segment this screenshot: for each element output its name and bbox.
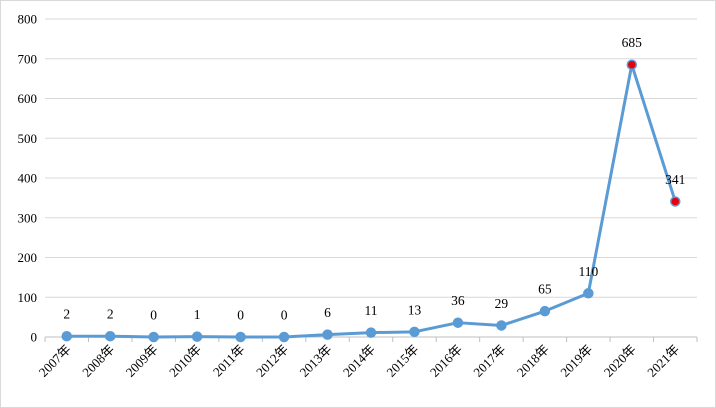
series	[61, 59, 681, 343]
y-tick-label: 200	[18, 250, 38, 265]
data-label: 6	[324, 305, 331, 320]
y-tick-label: 400	[18, 171, 38, 186]
data-point	[278, 331, 290, 343]
data-label: 2	[63, 307, 70, 322]
data-point	[104, 330, 116, 342]
data-label: 685	[622, 35, 643, 50]
data-labels: 2 2 0 1 0 0 6 11 13 36 29 65 110 685 341	[63, 35, 685, 322]
data-point	[496, 320, 507, 331]
data-point	[365, 327, 377, 338]
data-point	[148, 331, 159, 343]
data-label: 0	[150, 308, 157, 323]
data-point	[539, 305, 551, 317]
data-label: 13	[408, 302, 422, 317]
data-point-highlighted	[670, 196, 681, 207]
data-point	[409, 326, 420, 338]
data-label: 0	[281, 308, 288, 323]
data-label: 11	[365, 303, 378, 318]
y-tick-label: 600	[18, 91, 38, 106]
y-tick-label: 100	[18, 290, 38, 305]
data-label: 1	[194, 307, 201, 322]
data-point-highlighted	[626, 59, 638, 70]
data-point	[191, 331, 203, 342]
data-point	[452, 317, 464, 328]
data-label: 2	[107, 307, 114, 322]
data-point	[322, 329, 333, 340]
data-point	[583, 288, 594, 299]
data-label: 341	[665, 172, 685, 187]
data-label: 0	[237, 308, 244, 323]
data-label: 65	[538, 282, 552, 297]
y-tick-label: 0	[31, 330, 38, 345]
data-point	[61, 330, 72, 342]
y-tick-label: 300	[18, 210, 38, 225]
y-tick-label: 500	[18, 131, 38, 146]
data-label: 110	[578, 264, 598, 279]
y-tick-label: 800	[18, 12, 38, 27]
data-point	[235, 331, 246, 343]
y-tick-label: 700	[18, 51, 38, 66]
data-label: 36	[451, 293, 465, 308]
data-label: 29	[495, 296, 509, 311]
